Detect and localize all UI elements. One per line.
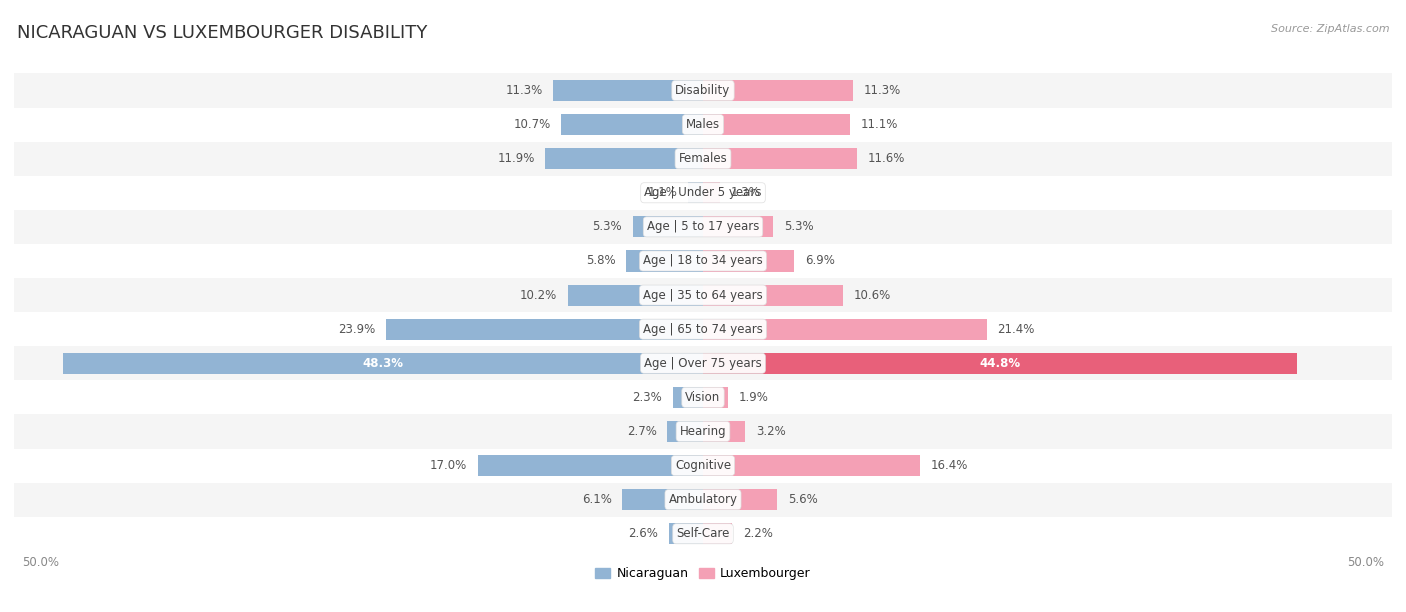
Bar [561,114,703,135]
Bar [703,216,773,237]
Bar [703,80,852,101]
Bar [14,73,1392,108]
Text: Cognitive: Cognitive [675,459,731,472]
Bar [703,319,987,340]
Bar [14,210,1392,244]
Bar [703,285,844,305]
Bar [633,216,703,237]
Text: Females: Females [679,152,727,165]
Bar [14,176,1392,210]
Text: Age | 18 to 34 years: Age | 18 to 34 years [643,255,763,267]
Bar [703,387,728,408]
Text: 5.3%: 5.3% [592,220,623,233]
Text: Hearing: Hearing [679,425,727,438]
Text: Self-Care: Self-Care [676,528,730,540]
Bar [703,250,794,272]
Bar [14,312,1392,346]
Text: 11.3%: 11.3% [863,84,901,97]
Text: Age | 5 to 17 years: Age | 5 to 17 years [647,220,759,233]
Bar [703,353,1296,374]
Bar [703,148,856,170]
Bar [668,421,703,442]
Text: 16.4%: 16.4% [931,459,969,472]
Bar [546,148,703,170]
Bar [554,80,703,101]
Bar [14,108,1392,141]
Text: 2.6%: 2.6% [628,528,658,540]
Bar [703,489,778,510]
Text: 1.9%: 1.9% [738,391,769,404]
Bar [703,182,720,203]
Text: 17.0%: 17.0% [430,459,467,472]
Text: Age | 35 to 64 years: Age | 35 to 64 years [643,289,763,302]
Text: 11.9%: 11.9% [498,152,534,165]
Text: Age | Over 75 years: Age | Over 75 years [644,357,762,370]
Bar [14,414,1392,449]
Text: 1.3%: 1.3% [731,186,761,200]
Bar [669,523,703,544]
Bar [703,523,733,544]
Text: NICARAGUAN VS LUXEMBOURGER DISABILITY: NICARAGUAN VS LUXEMBOURGER DISABILITY [17,24,427,42]
Text: 21.4%: 21.4% [997,323,1035,335]
Text: 2.2%: 2.2% [742,528,773,540]
Text: 10.6%: 10.6% [853,289,891,302]
Text: 5.3%: 5.3% [783,220,814,233]
Bar [672,387,703,408]
Text: 1.1%: 1.1% [648,186,678,200]
Bar [14,483,1392,517]
Bar [703,421,745,442]
Bar [703,114,851,135]
Bar [689,182,703,203]
Bar [14,244,1392,278]
Legend: Nicaraguan, Luxembourger: Nicaraguan, Luxembourger [591,562,815,585]
Text: 48.3%: 48.3% [363,357,404,370]
Text: 5.6%: 5.6% [787,493,817,506]
Text: 5.8%: 5.8% [586,255,616,267]
Text: 6.1%: 6.1% [582,493,612,506]
Text: Vision: Vision [685,391,721,404]
Bar [63,353,703,374]
Text: 3.2%: 3.2% [756,425,786,438]
Bar [14,346,1392,380]
Bar [568,285,703,305]
Bar [14,517,1392,551]
Text: Ambulatory: Ambulatory [668,493,738,506]
Text: Age | 65 to 74 years: Age | 65 to 74 years [643,323,763,335]
Text: Source: ZipAtlas.com: Source: ZipAtlas.com [1271,24,1389,34]
Bar [387,319,703,340]
Text: 11.6%: 11.6% [868,152,904,165]
Text: 2.7%: 2.7% [627,425,657,438]
Text: 10.2%: 10.2% [520,289,557,302]
Text: Disability: Disability [675,84,731,97]
Text: 11.1%: 11.1% [860,118,898,131]
Text: 23.9%: 23.9% [339,323,375,335]
Bar [14,141,1392,176]
Bar [478,455,703,476]
Text: Age | Under 5 years: Age | Under 5 years [644,186,762,200]
Bar [626,250,703,272]
Text: 2.3%: 2.3% [633,391,662,404]
Bar [703,455,921,476]
Text: 11.3%: 11.3% [505,84,543,97]
Bar [14,380,1392,414]
Bar [623,489,703,510]
Text: Males: Males [686,118,720,131]
Text: 44.8%: 44.8% [979,357,1021,370]
Bar [14,449,1392,483]
Text: 10.7%: 10.7% [513,118,551,131]
Bar [14,278,1392,312]
Text: 6.9%: 6.9% [806,255,835,267]
